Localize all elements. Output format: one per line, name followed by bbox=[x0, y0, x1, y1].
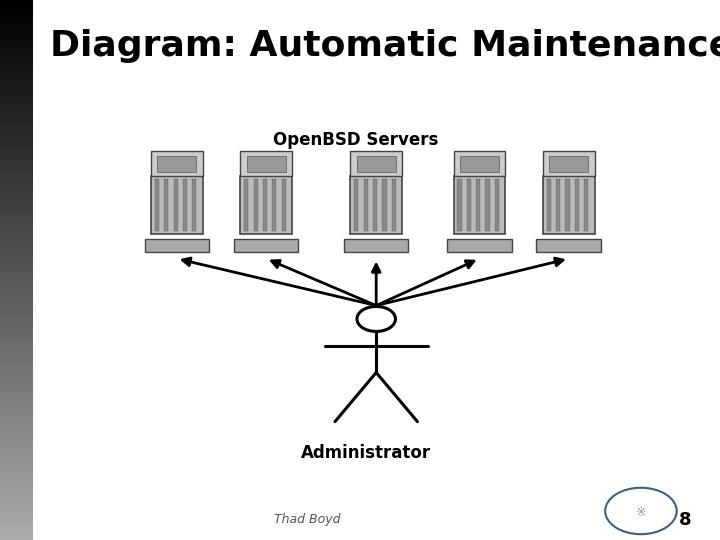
Text: 8: 8 bbox=[679, 511, 692, 529]
Bar bbox=[234, 239, 298, 252]
Bar bbox=[460, 157, 499, 172]
Bar bbox=[192, 179, 197, 231]
Bar bbox=[575, 179, 579, 231]
Bar bbox=[240, 152, 292, 176]
Bar bbox=[536, 239, 601, 252]
Bar bbox=[556, 179, 560, 231]
Bar bbox=[454, 152, 505, 176]
Bar bbox=[344, 239, 408, 252]
Bar bbox=[351, 176, 402, 234]
Bar bbox=[240, 176, 292, 234]
Bar bbox=[151, 152, 202, 176]
Bar bbox=[351, 152, 402, 176]
Bar bbox=[543, 176, 595, 234]
Bar bbox=[263, 179, 267, 231]
Bar bbox=[373, 179, 377, 231]
Bar bbox=[145, 239, 209, 252]
Bar bbox=[467, 179, 471, 231]
Bar bbox=[543, 152, 595, 176]
Bar bbox=[151, 176, 202, 234]
Bar bbox=[549, 157, 588, 172]
Text: Diagram: Automatic Maintenance: Diagram: Automatic Maintenance bbox=[50, 29, 720, 63]
Bar bbox=[155, 179, 159, 231]
Bar bbox=[565, 179, 570, 231]
Bar bbox=[457, 179, 462, 231]
Bar bbox=[246, 157, 286, 172]
Text: ※: ※ bbox=[636, 506, 646, 519]
Bar bbox=[157, 157, 197, 172]
Bar bbox=[356, 157, 396, 172]
Bar bbox=[382, 179, 387, 231]
Bar bbox=[546, 179, 551, 231]
Bar bbox=[447, 239, 512, 252]
Text: OpenBSD Servers: OpenBSD Servers bbox=[273, 131, 438, 150]
Bar bbox=[272, 179, 276, 231]
Bar bbox=[495, 179, 499, 231]
Bar bbox=[392, 179, 396, 231]
Text: Administrator: Administrator bbox=[301, 444, 431, 462]
Text: Thad Boyd: Thad Boyd bbox=[274, 514, 341, 526]
Bar bbox=[244, 179, 248, 231]
Bar bbox=[364, 179, 368, 231]
Bar bbox=[253, 179, 258, 231]
Bar bbox=[454, 176, 505, 234]
Bar bbox=[485, 179, 490, 231]
Bar bbox=[354, 179, 359, 231]
Bar bbox=[164, 179, 168, 231]
Bar bbox=[174, 179, 178, 231]
Bar bbox=[282, 179, 286, 231]
Bar bbox=[183, 179, 187, 231]
Bar bbox=[476, 179, 480, 231]
Bar bbox=[584, 179, 588, 231]
